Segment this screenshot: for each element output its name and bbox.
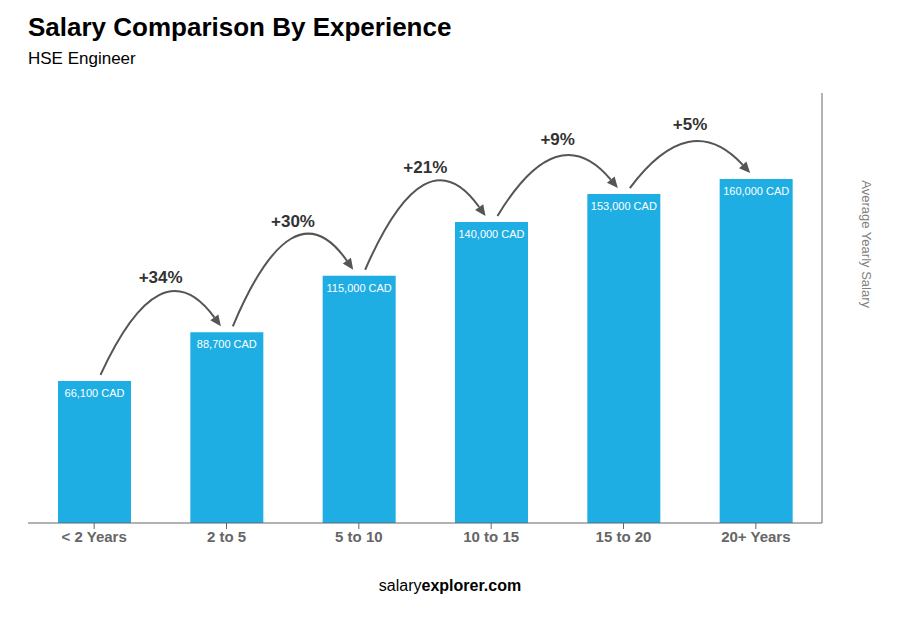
svg-text:+30%: +30% bbox=[271, 212, 315, 231]
svg-text:66,100 CAD: 66,100 CAD bbox=[65, 387, 125, 399]
svg-text:+34%: +34% bbox=[139, 268, 183, 287]
svg-text:160,000 CAD: 160,000 CAD bbox=[723, 185, 789, 197]
svg-text:< 2 Years: < 2 Years bbox=[62, 528, 127, 545]
svg-text:10 to 15: 10 to 15 bbox=[463, 528, 519, 545]
svg-text:88,700 CAD: 88,700 CAD bbox=[197, 338, 257, 350]
svg-text:2 to 5: 2 to 5 bbox=[207, 528, 246, 545]
html-text:Salary Comparison By Experienc: Salary Comparison By Experience bbox=[28, 12, 452, 42]
svg-text:153,000 CAD: 153,000 CAD bbox=[591, 200, 657, 212]
svg-text:+21%: +21% bbox=[403, 158, 447, 177]
html-text:HSE Engineer: HSE Engineer bbox=[28, 49, 136, 68]
svg-text:+5%: +5% bbox=[673, 115, 708, 134]
svg-text:+9%: +9% bbox=[540, 130, 575, 149]
svg-text:20+ Years: 20+ Years bbox=[721, 528, 790, 545]
html-text:salary explorer.com: salary explorer.com bbox=[378, 577, 522, 594]
svg-text:5 to 10: 5 to 10 bbox=[335, 528, 383, 545]
svg-text:140,000 CAD: 140,000 CAD bbox=[458, 228, 524, 240]
svg-text:Average Yearly Salary: Average Yearly Salary bbox=[859, 180, 874, 308]
svg-text:115,000 CAD: 115,000 CAD bbox=[327, 282, 392, 294]
svg-text:15 to 20: 15 to 20 bbox=[596, 528, 652, 545]
